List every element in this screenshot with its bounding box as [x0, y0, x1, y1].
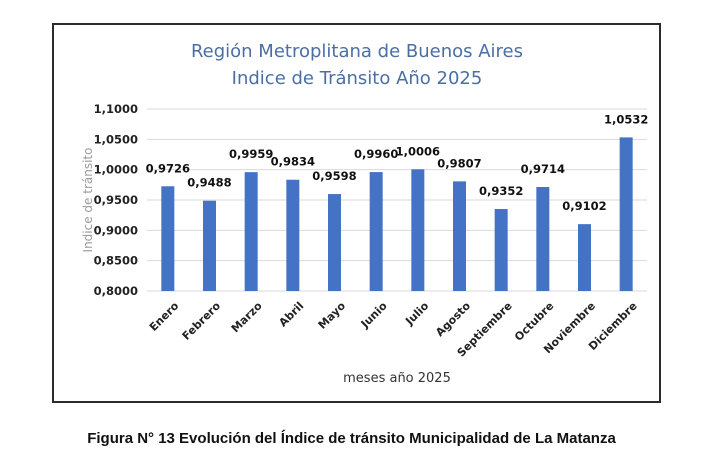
x-tick-label: Marzo: [229, 299, 265, 335]
bar-febrero: [203, 200, 216, 291]
y-tick-label: 0,8000: [94, 284, 138, 298]
bar-noviembre: [578, 224, 591, 291]
data-label: 0,9807: [437, 156, 481, 170]
y-tick-label: 1,1000: [94, 102, 138, 116]
y-tick-label: 1,0500: [94, 132, 138, 146]
data-label: 0,9714: [521, 162, 565, 176]
x-tick-label: Junio: [358, 299, 390, 331]
bar-julio: [411, 169, 425, 291]
data-label: 0,9834: [271, 155, 315, 169]
bar-junio: [369, 172, 383, 291]
bar-septiembre: [494, 208, 508, 291]
gridlines: [147, 108, 647, 292]
bar-diciembre: [619, 137, 633, 291]
y-tick-label: 1,0000: [94, 163, 138, 177]
bar-agosto: [453, 181, 466, 291]
bar-mayo: [328, 194, 341, 291]
data-label: 0,9726: [146, 161, 190, 175]
x-tick-label: Mayo: [316, 299, 349, 332]
x-tick-label: Febrero: [180, 299, 224, 343]
chart-frame: [52, 23, 661, 403]
y-axis-label: Indice de tránsito: [81, 148, 95, 253]
y-tick-label: 0,9000: [94, 223, 138, 237]
chart-title-line-1: Región Metroplitana de Buenos Aires: [191, 41, 523, 62]
x-tick-label: Enero: [147, 299, 182, 334]
data-label: 0,9488: [187, 176, 231, 190]
x-tick-label: Abril: [276, 299, 306, 329]
data-label: 0,9959: [229, 147, 273, 161]
x-axis-label: meses año 2025: [343, 371, 451, 386]
bars: [161, 137, 633, 291]
x-tick-label: Agosto: [433, 299, 473, 339]
data-label: 0,9598: [312, 169, 356, 183]
bar-marzo: [244, 172, 258, 291]
y-tick-label: 0,9500: [94, 193, 138, 207]
data-label: 0,9352: [479, 184, 523, 198]
bar-enero: [161, 186, 175, 291]
x-tick-label: Octubre: [512, 299, 556, 343]
chart-title-line-2: Indice de Tránsito Año 2025: [232, 68, 483, 89]
bar-abril: [286, 179, 300, 291]
data-label: 1,0532: [604, 112, 648, 126]
x-tick-label: Julio: [402, 299, 431, 328]
data-label: 0,9102: [562, 199, 606, 213]
figure-caption: Figura N° 13 Evolución del Índice de trá…: [87, 430, 616, 447]
data-label: 1,0006: [396, 144, 440, 158]
bar-octubre: [536, 187, 550, 291]
y-axis-ticks: 0,8000 0,8500 0,9000 0,9500 1,0000 1,0500 1,10…: [94, 102, 138, 298]
y-tick-label: 0,8500: [94, 254, 138, 268]
data-label: 0,9960: [354, 147, 398, 161]
